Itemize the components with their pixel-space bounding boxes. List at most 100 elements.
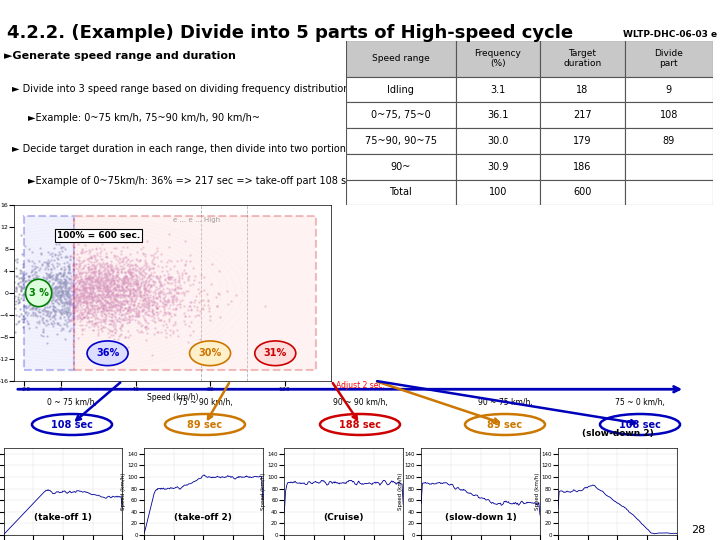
Point	[108, 291, 120, 299]
Point	[65, 300, 76, 308]
Point	[50, 283, 61, 292]
Point	[65, 256, 76, 265]
Point	[138, 314, 150, 323]
Point	[23, 273, 35, 281]
Point	[96, 294, 108, 302]
Point	[115, 302, 127, 311]
Point	[91, 277, 102, 286]
Point	[139, 286, 150, 295]
Point	[127, 275, 138, 284]
Point	[15, 274, 27, 282]
Point	[98, 276, 109, 285]
Point	[50, 284, 62, 293]
Point	[80, 299, 91, 307]
Point	[51, 254, 63, 262]
Point	[85, 272, 96, 281]
Point	[98, 346, 109, 354]
Point	[90, 271, 102, 280]
Point	[102, 289, 113, 298]
Point	[35, 298, 47, 307]
Point	[63, 285, 74, 293]
Point	[55, 276, 66, 285]
Point	[100, 303, 112, 312]
Point	[18, 290, 30, 299]
Point	[86, 267, 97, 276]
Point	[166, 285, 178, 294]
Point	[117, 278, 128, 287]
Point	[79, 280, 91, 288]
Point	[62, 307, 73, 316]
Text: Target
duration: Target duration	[563, 49, 602, 69]
Point	[138, 272, 150, 281]
Point	[115, 322, 127, 330]
Point	[36, 299, 48, 307]
Point	[167, 299, 179, 308]
Point	[104, 286, 116, 295]
Point	[50, 307, 61, 316]
Point	[94, 271, 105, 280]
Point	[124, 260, 135, 268]
Point	[163, 317, 175, 326]
Point	[120, 268, 131, 277]
Point	[102, 288, 113, 296]
Point	[71, 285, 82, 294]
Point	[72, 290, 84, 299]
Point	[112, 281, 123, 289]
Point	[91, 314, 103, 322]
Point	[56, 285, 68, 294]
Point	[68, 241, 79, 249]
Point	[86, 317, 98, 326]
Point	[50, 276, 62, 285]
Point	[53, 240, 65, 248]
Point	[77, 291, 89, 300]
Point	[131, 276, 143, 285]
Point	[112, 264, 123, 273]
Point	[52, 292, 63, 300]
Point	[114, 318, 125, 327]
Point	[95, 281, 107, 289]
Point	[60, 235, 72, 244]
Point	[59, 306, 71, 315]
Point	[102, 262, 113, 271]
Point	[149, 278, 161, 286]
Point	[17, 284, 28, 293]
Point	[94, 296, 106, 305]
Point	[79, 285, 91, 294]
Point	[63, 305, 75, 313]
Point	[71, 299, 82, 307]
Point	[129, 266, 140, 274]
Point	[63, 292, 74, 300]
Point	[109, 284, 121, 292]
Point	[12, 280, 24, 289]
Point	[115, 265, 127, 273]
Point	[130, 272, 141, 281]
Point	[78, 298, 90, 307]
Point	[55, 253, 67, 261]
Point	[122, 306, 134, 314]
Point	[182, 306, 194, 315]
Point	[89, 315, 101, 323]
Point	[91, 277, 103, 286]
Point	[140, 290, 152, 299]
Point	[104, 295, 115, 303]
Point	[153, 275, 165, 284]
Point	[94, 317, 105, 326]
Bar	[625, 154, 713, 179]
Point	[122, 278, 134, 287]
Point	[15, 285, 27, 294]
Point	[114, 297, 126, 306]
Point	[42, 297, 53, 306]
Point	[0, 255, 9, 264]
Point	[23, 301, 35, 309]
Point	[47, 289, 58, 298]
Point	[118, 314, 130, 322]
Point	[112, 291, 124, 299]
Point	[130, 293, 142, 302]
Point	[42, 281, 53, 289]
Point	[152, 274, 163, 282]
Point	[91, 244, 102, 252]
Point	[163, 288, 175, 297]
Point	[63, 303, 75, 312]
Point	[151, 328, 163, 336]
Point	[165, 289, 176, 298]
